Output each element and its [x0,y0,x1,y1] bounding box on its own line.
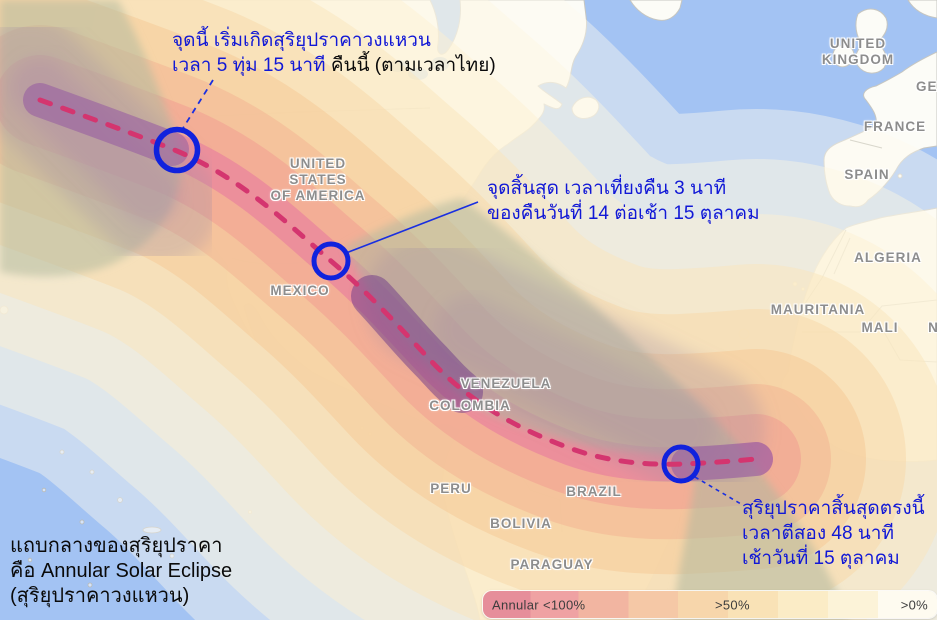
legend-label-lt100: <100% [543,597,586,612]
label-bolivia: BOLIVIA [490,516,552,531]
end-annotation-line [694,476,742,505]
label-uk: UNITED KINGDOM [821,36,895,67]
legend-label-gt0: >0% [900,597,928,612]
label-peru: PERU [430,481,472,496]
legend-label-gt50: >50% [715,597,750,612]
label-spain: SPAIN [844,167,890,182]
mid-annotation-line [345,201,479,254]
eclipse-point-markers [153,126,701,484]
start-annotation-text: จุดนี้ เริ่มเกิดสุริยุปราคาวงแหวน เวลา 5… [172,30,496,76]
label-france: FRANCE [863,119,927,134]
island [629,0,683,21]
label-mexico: MEXICO [270,283,330,298]
label-paraguay: PARAGUAY [510,557,594,572]
island [832,44,855,68]
legend-label-annular: Annular [492,597,539,612]
label-mali: MALI [861,320,899,335]
label-colombia: COLOMBIA [429,398,511,413]
label-niger: NIGER [928,320,937,335]
island [855,8,888,74]
eclipse-magnitude-legend: Annular <100% >50% >0% [483,591,937,618]
end-annotation-text: สุริยุปราคาสิ้นสุดตรงนี้ เวลาตีสอง 48 นา… [742,498,925,569]
label-brazil: BRAZIL [566,484,622,499]
mid-point-marker [311,241,351,281]
start-point-marker [153,126,201,174]
label-germany: GERMANY [915,79,937,94]
mid-annotation-text: จุดสิ้นสุด เวลาเที่ยงคืน 3 นาที ของคืนวั… [487,178,760,224]
caption-text: แถบกลางของสุริยุปราคา คือ Annular Solar … [10,535,233,607]
label-venezuela: VENEZUELA [460,376,552,391]
label-usa: UNITED STATES OF AMERICA [270,156,366,203]
annotation-lines [179,79,742,505]
label-algeria: ALGERIA [854,250,922,265]
label-mauritania: MAURITANIA [770,302,866,317]
end-point-marker [661,444,701,484]
